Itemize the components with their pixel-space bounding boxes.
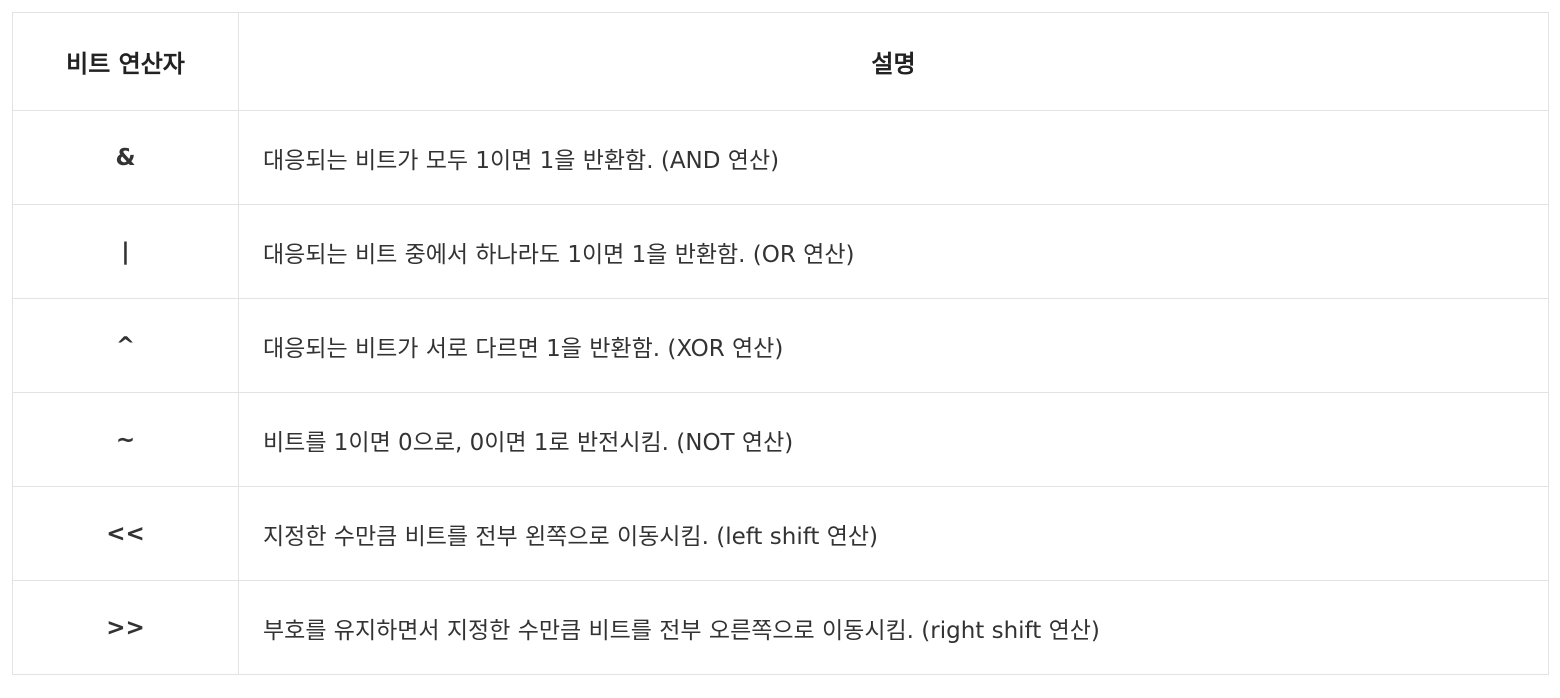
table-row: >> 부호를 유지하면서 지정한 수만큼 비트를 전부 오른쪽으로 이동시킴. … [12, 580, 1549, 675]
header-operator: 비트 연산자 [12, 12, 239, 111]
description-cell: 비트를 1이면 0으로, 0이면 1로 반전시킴. (NOT 연산) [238, 392, 1549, 487]
operator-cell: ~ [12, 392, 239, 487]
table-row: << 지정한 수만큼 비트를 전부 왼쪽으로 이동시킴. (left shift… [12, 486, 1549, 581]
operator-cell: >> [12, 580, 239, 675]
table-container: 비트 연산자 설명 & 대응되는 비트가 모두 1이면 1을 반환함. (AND… [12, 12, 1549, 675]
description-cell: 대응되는 비트가 모두 1이면 1을 반환함. (AND 연산) [238, 110, 1549, 205]
table-row: | 대응되는 비트 중에서 하나라도 1이면 1을 반환함. (OR 연산) [12, 204, 1549, 299]
operator-cell: | [12, 204, 239, 299]
operator-cell: & [12, 110, 239, 205]
table-row: & 대응되는 비트가 모두 1이면 1을 반환함. (AND 연산) [12, 110, 1549, 205]
description-cell: 지정한 수만큼 비트를 전부 왼쪽으로 이동시킴. (left shift 연산… [238, 486, 1549, 581]
header-row: 비트 연산자 설명 [12, 12, 1549, 111]
bitwise-operator-table: 비트 연산자 설명 & 대응되는 비트가 모두 1이면 1을 반환함. (AND… [12, 12, 1549, 675]
operator-cell: ^ [12, 298, 239, 393]
description-cell: 대응되는 비트가 서로 다르면 1을 반환함. (XOR 연산) [238, 298, 1549, 393]
header-description: 설명 [238, 12, 1549, 111]
table-row: ~ 비트를 1이면 0으로, 0이면 1로 반전시킴. (NOT 연산) [12, 392, 1549, 487]
description-cell: 부호를 유지하면서 지정한 수만큼 비트를 전부 오른쪽으로 이동시킴. (ri… [238, 580, 1549, 675]
table-body: & 대응되는 비트가 모두 1이면 1을 반환함. (AND 연산) | 대응되… [12, 110, 1549, 675]
table-header: 비트 연산자 설명 [12, 12, 1549, 111]
operator-cell: << [12, 486, 239, 581]
description-cell: 대응되는 비트 중에서 하나라도 1이면 1을 반환함. (OR 연산) [238, 204, 1549, 299]
table-row: ^ 대응되는 비트가 서로 다르면 1을 반환함. (XOR 연산) [12, 298, 1549, 393]
